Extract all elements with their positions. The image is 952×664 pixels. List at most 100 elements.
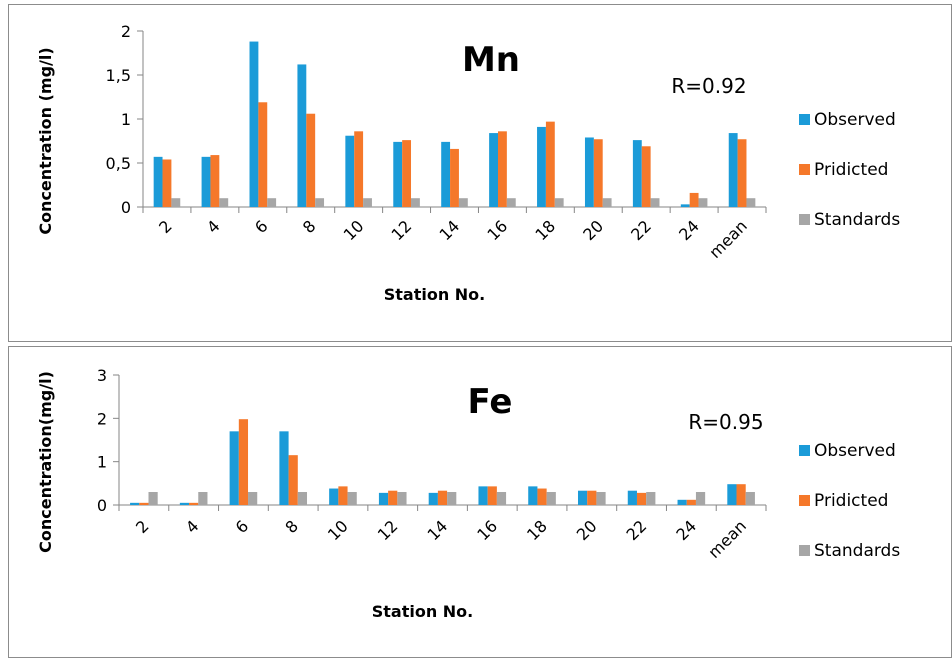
chart-mn-bar-observed-14 <box>441 141 451 207</box>
chart-mn-legend-swatch-standards <box>799 214 810 225</box>
mn-chart-panel: 0 0,5 1 1,5 2 2 4 6 8 10 12 14 16 18 20 22 24 mean Mn R=0.9… <box>8 4 952 342</box>
chart-fe-bar-observed-12 <box>378 492 389 505</box>
chart-fe-bar-observed-22 <box>627 490 637 505</box>
chart-mn-bar-observed-4 <box>201 156 211 207</box>
chart-fe-bar-standards-10 <box>347 492 357 505</box>
chart-mn-bar-standards-10 <box>363 198 372 207</box>
chart-mn-bar-standards-20 <box>602 198 612 207</box>
chart-fe-y-tick-label: 2 <box>97 409 107 428</box>
chart-mn-bar-standards-16 <box>506 198 516 207</box>
chart-fe-x-tick-label: 14 <box>423 516 451 544</box>
chart-mn-legend-swatch-observed <box>799 114 810 125</box>
chart-fe-bar-observed-mean <box>727 484 737 505</box>
chart-mn-bar-standards-6 <box>267 198 277 207</box>
chart-fe-bar-standards-16 <box>496 492 507 505</box>
chart-mn-bar-observed-mean <box>728 133 738 207</box>
chart-mn-bar-standards-14 <box>458 198 468 207</box>
chart-fe-x-tick-label: 12 <box>374 516 402 544</box>
chart-fe-bar-standards-18 <box>546 492 556 505</box>
chart-fe-legend-swatch-standards <box>799 545 810 556</box>
chart-mn-bar-observed-12 <box>393 141 403 207</box>
chart-mn-bar-pridicted-22 <box>641 146 651 207</box>
chart-mn-x-tick-label: 18 <box>531 216 559 244</box>
chart-fe-legend-label-observed: Observed <box>814 441 896 461</box>
chart-mn-x-tick-label: 4 <box>203 216 224 237</box>
chart-fe-bar-standards-14 <box>447 492 457 505</box>
chart-fe-bar-observed-10 <box>329 488 339 505</box>
chart-fe-bar-standards-8 <box>297 492 308 505</box>
chart-mn-bar-pridicted-2 <box>162 159 172 207</box>
chart-fe-bar-standards-22 <box>646 492 656 505</box>
chart-mn-bar-pridicted-12 <box>402 140 412 207</box>
chart-fe-bar-observed-6 <box>229 431 239 505</box>
chart-mn-bar-pridicted-24 <box>689 192 699 207</box>
chart-mn-x-tick-label: mean <box>705 216 751 262</box>
chart-fe-bar-pridicted-12 <box>388 490 398 505</box>
chart-mn-title: Mn <box>462 40 520 80</box>
chart-fe-bar-observed-14 <box>428 492 438 505</box>
chart-fe-bar-pridicted-8 <box>288 455 298 505</box>
chart-mn-bar-standards-8 <box>315 198 325 207</box>
chart-fe-bar-pridicted-mean <box>736 484 746 505</box>
chart-fe-bar-observed-2 <box>130 502 140 505</box>
chart-mn-x-axis-title: Station No. <box>384 285 486 304</box>
chart-mn-legend-label-standards: Standards <box>814 210 900 230</box>
chart-fe-x-tick-label: mean <box>704 516 750 562</box>
chart-mn-legend-label-pridicted: Pridicted <box>814 160 888 180</box>
chart-mn-legend-swatch-pridicted <box>799 164 810 175</box>
chart-mn-x-tick-label: 12 <box>388 216 416 244</box>
chart-mn-x-tick-label: 22 <box>627 216 655 244</box>
chart-mn-bar-pridicted-16 <box>497 131 507 207</box>
chart-fe-bar-observed-16 <box>478 486 488 505</box>
chart-fe-y-tick-label: 3 <box>97 366 107 385</box>
chart-fe-legend-swatch-pridicted <box>799 495 810 506</box>
chart-mn-y-tick-label: 0,5 <box>106 154 131 173</box>
chart-fe-x-tick-label: 16 <box>473 516 501 544</box>
chart-mn-bar-observed-10 <box>345 135 355 207</box>
chart-fe-x-tick-label: 20 <box>573 516 601 544</box>
chart-fe-bar-pridicted-10 <box>338 486 348 505</box>
chart-fe-x-tick-label: 8 <box>281 516 302 537</box>
chart-fe-bar-observed-4 <box>179 502 190 505</box>
chart-mn-y-axis-title: Concentration (mg/l) <box>36 47 55 234</box>
chart-fe-bar-pridicted-4 <box>189 502 199 505</box>
mn-chart: 00,511,522 4 6 8 10 12 14 16 18 20 22 24 meanMnR=0.9… <box>36 22 900 304</box>
chart-mn-bar-standards-22 <box>650 198 660 207</box>
chart-fe-bar-standards-20 <box>596 492 606 505</box>
chart-mn-bar-pridicted-6 <box>258 102 268 207</box>
chart-fe-legend-swatch-observed <box>799 445 810 456</box>
chart-fe-y-tick-label: 0 <box>97 496 107 515</box>
chart-mn-bar-observed-8 <box>297 64 307 207</box>
chart-fe-bar-standards-6 <box>248 492 258 505</box>
chart-mn-r-annotation: R=0.92 <box>671 74 746 98</box>
chart-mn-x-tick-label: 6 <box>251 216 272 237</box>
chart-mn-bar-observed-24 <box>680 204 690 207</box>
chart-mn-legend-label-observed: Observed <box>814 110 896 130</box>
chart-fe-x-tick-label: 10 <box>324 516 352 544</box>
chart-fe-bar-pridicted-20 <box>587 490 597 505</box>
chart-mn-y-tick-label: 2 <box>121 22 131 41</box>
chart-fe-bar-standards-24 <box>695 492 706 505</box>
chart-fe-x-tick-label: 2 <box>132 516 153 537</box>
fe-chart-panel: 0 1 2 3 2 4 6 8 10 12 14 16 18 20 22 24 mean Fe R=0.95 Stat… <box>8 346 952 658</box>
chart-mn-x-tick-label: 8 <box>299 216 320 237</box>
chart-fe-x-tick-label: 4 <box>182 516 203 537</box>
chart-mn-bar-standards-2 <box>171 198 181 207</box>
chart-fe-bar-pridicted-24 <box>686 499 696 505</box>
chart-mn-bar-pridicted-4 <box>210 155 220 207</box>
chart-fe-bar-observed-20 <box>577 490 588 505</box>
chart-fe-x-tick-label: 6 <box>232 516 253 537</box>
chart-mn-bar-pridicted-8 <box>306 113 316 207</box>
chart-fe-bar-pridicted-22 <box>636 492 647 505</box>
chart-mn-x-tick-label: 16 <box>483 216 511 244</box>
chart-fe-x-tick-label: 24 <box>672 516 700 544</box>
chart-fe-x-tick-label: 18 <box>523 516 551 544</box>
chart-fe-r-annotation: R=0.95 <box>688 410 763 434</box>
chart-fe-x-axis-title: Station No. <box>372 602 474 621</box>
chart-mn-bar-standards-4 <box>219 198 229 207</box>
chart-fe-bar-observed-18 <box>528 486 538 505</box>
chart-mn-bar-observed-22 <box>632 140 642 207</box>
chart-mn-y-tick-label: 0 <box>121 198 131 217</box>
chart-mn-bar-observed-20 <box>584 137 594 207</box>
